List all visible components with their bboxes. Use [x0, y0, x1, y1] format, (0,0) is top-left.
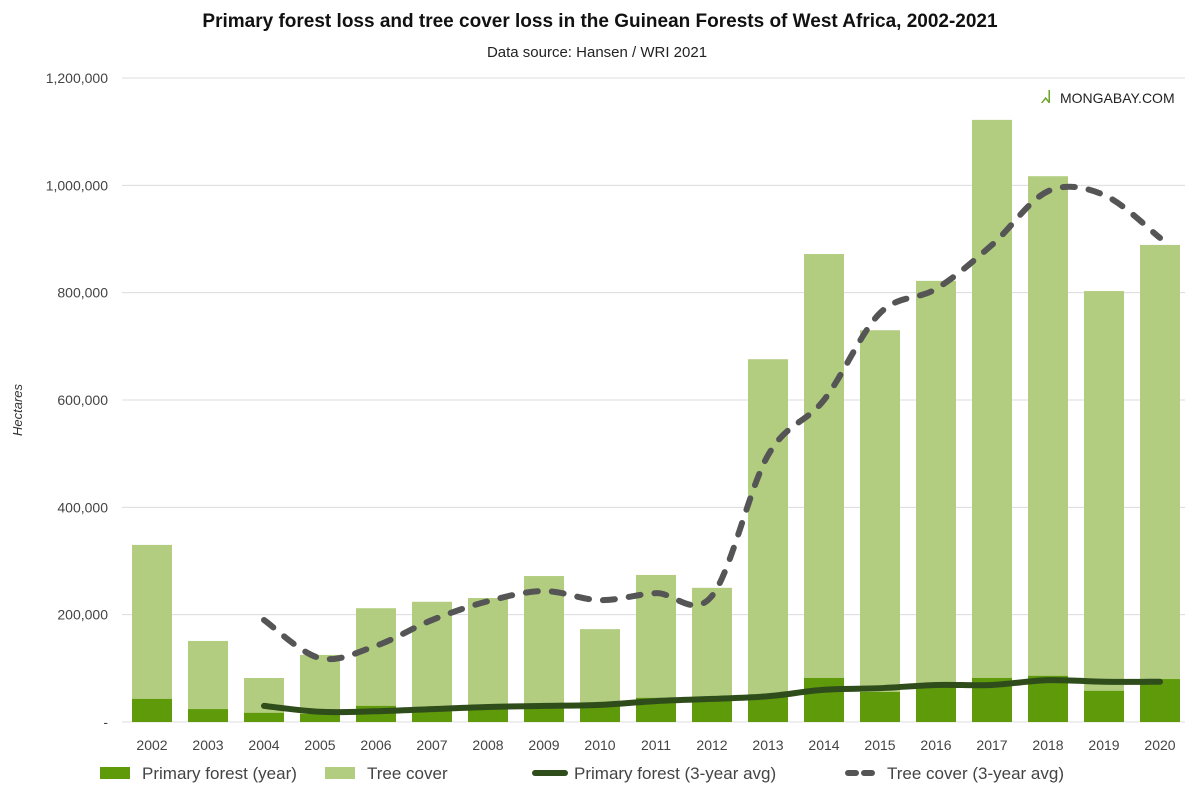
legend-label: Tree cover — [367, 764, 448, 783]
x-tick-label: 2010 — [584, 737, 615, 753]
tree-cover-bar — [860, 330, 900, 722]
y-tick-label: 800,000 — [57, 285, 108, 301]
chart-title: Primary forest loss and tree cover loss … — [202, 11, 998, 32]
legend-swatch — [100, 767, 130, 779]
primary-forest-bar — [244, 712, 284, 722]
y-tick-label: 1,000,000 — [46, 177, 108, 193]
y-tick-label: 600,000 — [57, 392, 108, 408]
tree-cover-bar — [804, 254, 844, 722]
primary-forest-bar — [580, 705, 620, 722]
legend-label: Primary forest (year) — [142, 764, 297, 783]
x-tick-label: 2007 — [416, 737, 447, 753]
legend-item: Primary forest (year) — [100, 764, 297, 783]
primary-forest-bar — [748, 696, 788, 722]
primary-forest-bar — [804, 677, 844, 722]
x-tick-label: 2013 — [752, 737, 783, 753]
x-tick-label: 2003 — [192, 737, 223, 753]
mongabay-logo: ᖽ MONGABAY.COM — [1040, 87, 1175, 107]
x-tick-label: 2015 — [864, 737, 895, 753]
legend-label: Tree cover (3-year avg) — [887, 764, 1064, 783]
tree-cover-bar — [356, 608, 396, 722]
primary-forest-bar — [524, 705, 564, 722]
chart-subtitle: Data source: Hansen / WRI 2021 — [487, 44, 707, 61]
y-tick-label: 400,000 — [57, 499, 108, 515]
x-tick-label: 2018 — [1032, 737, 1063, 753]
y-tick-label: 200,000 — [57, 607, 108, 623]
x-tick-label: 2006 — [360, 737, 391, 753]
tree-cover-bar — [916, 280, 956, 722]
watermark: MONGABAY.COM — [1060, 90, 1175, 106]
primary-forest-bar — [300, 713, 340, 722]
x-tick-label: 2012 — [696, 737, 727, 753]
x-tick-label: 2011 — [641, 737, 671, 753]
x-tick-label: 2005 — [304, 737, 335, 753]
tree-cover-bar — [972, 119, 1012, 723]
primary-forest-avg-line — [261, 677, 1163, 716]
tree-cover-bar — [468, 598, 508, 722]
legend-label: Primary forest (3-year avg) — [574, 764, 776, 783]
primary-forest-bar — [1140, 679, 1180, 722]
x-tick-label: 2016 — [920, 737, 951, 753]
legend-item: Tree cover — [325, 764, 448, 783]
tree-cover-bar — [1028, 176, 1068, 722]
legend-item: Tree cover (3-year avg) — [845, 764, 1064, 783]
tree-cover-bar — [188, 640, 228, 722]
x-tick-label: 2017 — [976, 737, 1007, 753]
primary-forest-bar — [916, 687, 956, 722]
primary-forest-bar — [1084, 690, 1124, 722]
primary-forest-bar — [132, 698, 172, 722]
x-tick-label: 2008 — [472, 737, 503, 753]
tree-cover-bar — [524, 576, 564, 722]
x-tick-label: 2004 — [248, 737, 279, 753]
x-tick-label: 2009 — [528, 737, 559, 753]
x-tick-label: 2019 — [1088, 737, 1119, 753]
tree-cover-bar — [1084, 291, 1124, 722]
x-tick-label: 2014 — [808, 737, 839, 753]
x-tick-label: 2002 — [136, 737, 167, 753]
y-axis-label: Hectares — [10, 383, 25, 436]
legend-swatch — [325, 767, 355, 779]
primary-forest-bar — [188, 709, 228, 722]
tree-cover-bar — [1140, 244, 1180, 723]
tree-cover-avg-line — [261, 183, 1163, 663]
y-tick-label: 1,200,000 — [46, 70, 108, 86]
gecko-icon: ᖽ — [1040, 87, 1051, 107]
tree-cover-bar — [132, 544, 172, 722]
legend-item: Primary forest (3-year avg) — [532, 764, 776, 783]
primary-forest-bar — [860, 691, 900, 722]
x-tick-label: 2020 — [1144, 737, 1175, 753]
y-tick-label: - — [103, 714, 108, 730]
tree-cover-bar — [748, 359, 788, 722]
